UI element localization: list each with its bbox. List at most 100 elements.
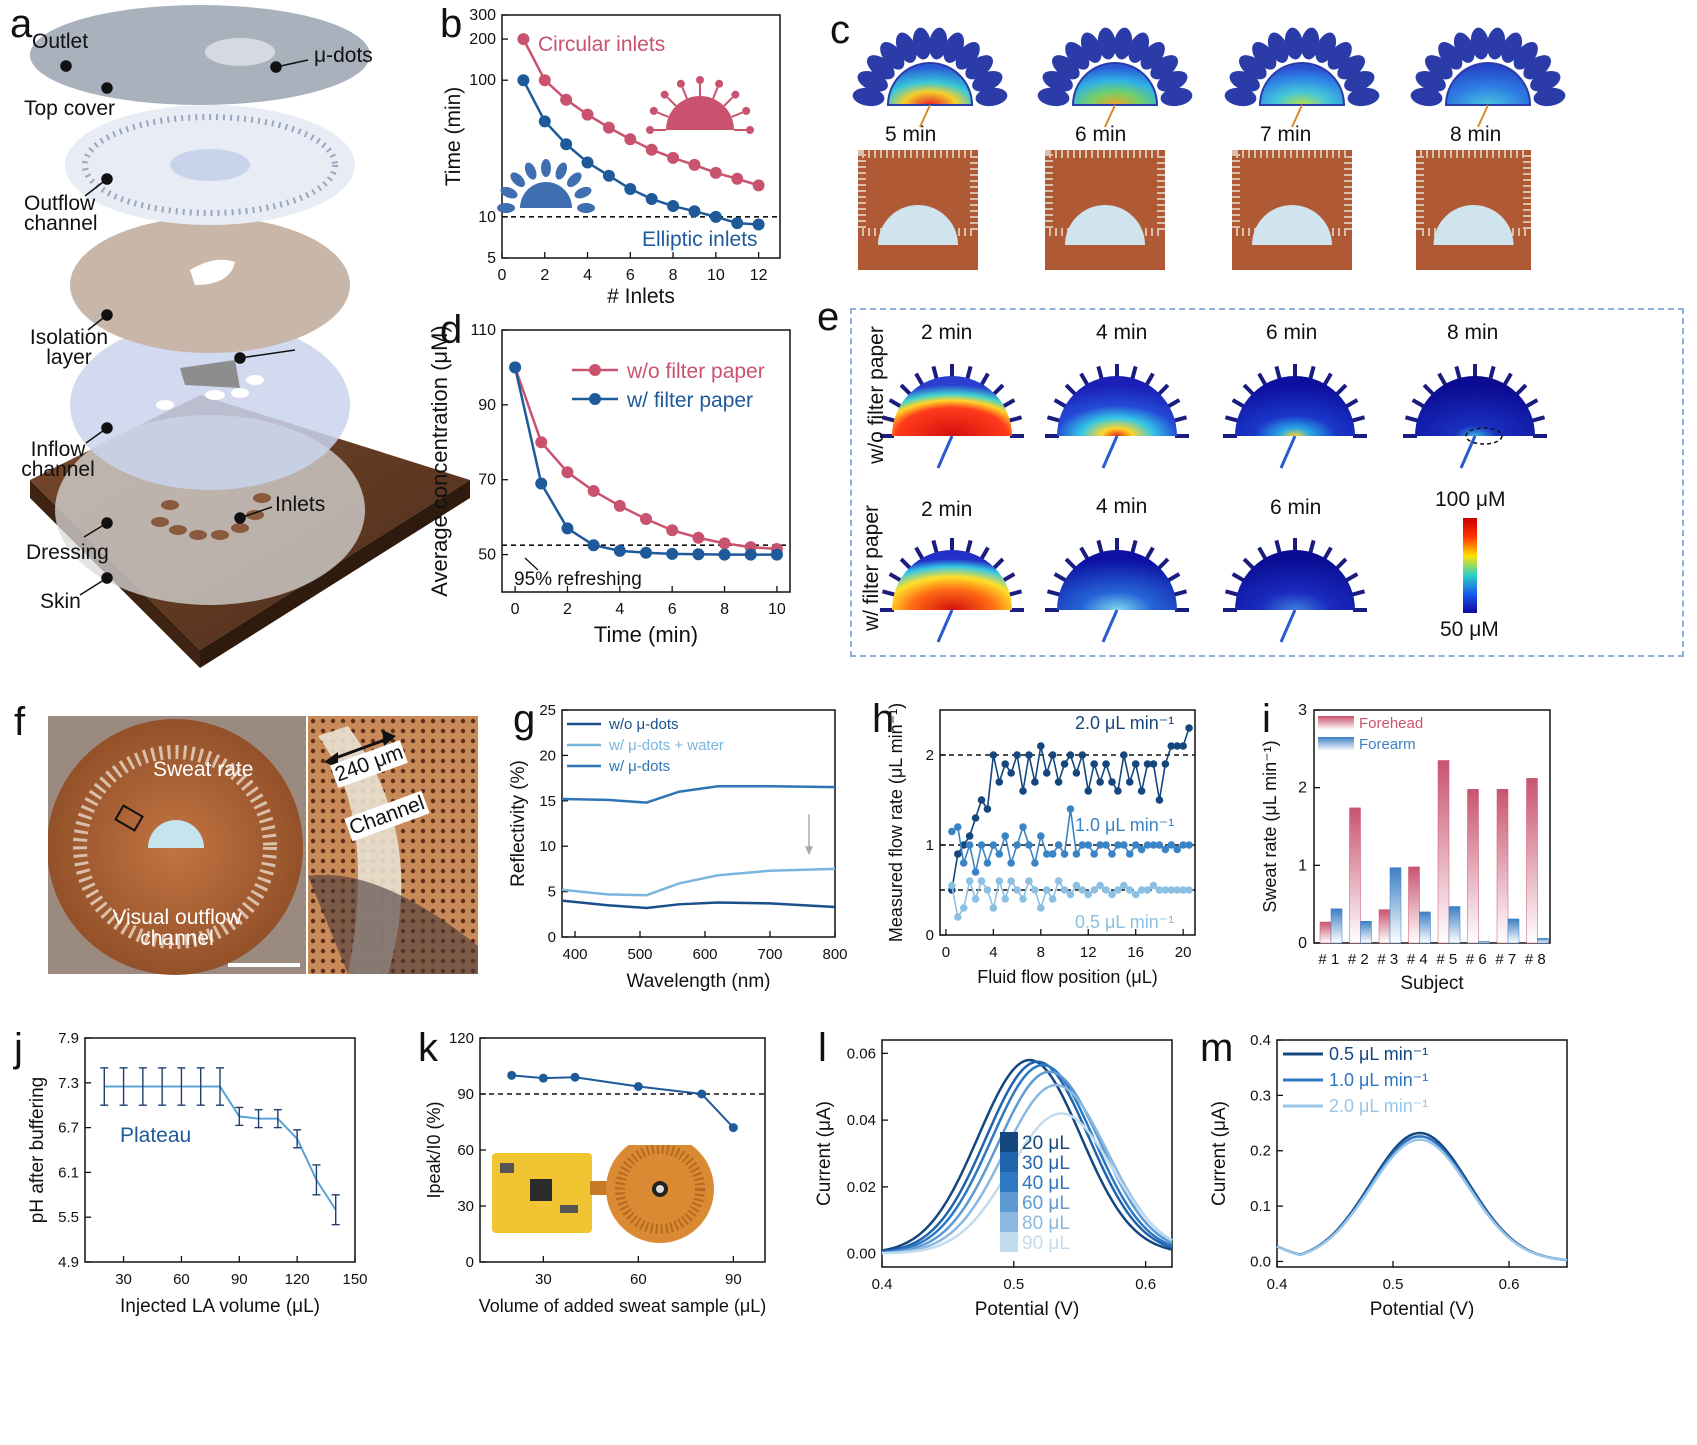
chart-g-reflectivity: 400 500 600 700 800 0 5 10 15 20 25 Wavelength (nm)… — [508, 702, 848, 992]
icon-inlet — [723, 96, 734, 107]
inlet-ellipse — [1453, 32, 1475, 63]
data-point — [1013, 751, 1021, 759]
data-point — [560, 93, 573, 106]
legend-label: 80 μL — [1022, 1213, 1070, 1234]
data-point — [959, 859, 968, 867]
inlet-ellipse — [1344, 70, 1375, 92]
legend-swatch — [1000, 1172, 1018, 1192]
y-axis-label: Measured flow rate (μL min⁻¹) — [886, 703, 906, 942]
y-tick-label: 0.00 — [847, 1246, 876, 1263]
y-axis-label: Sweat rate (μL min⁻¹) — [1262, 740, 1280, 912]
legend-label: w/ μ-dots — [608, 758, 670, 775]
y-axis-label: Current (μA) — [814, 1101, 835, 1206]
concentration-map — [1057, 376, 1177, 436]
legend-swatch — [1318, 737, 1354, 751]
icon-ellipse — [497, 203, 515, 213]
legend-elliptic: Elliptic inlets — [642, 228, 758, 251]
data-point — [1060, 850, 1069, 858]
x-tick-label: 6 — [626, 267, 635, 284]
panel-label-a: a — [10, 2, 33, 46]
data-point — [1185, 724, 1193, 732]
y-tick-label: 200 — [469, 31, 496, 48]
data-point — [1173, 845, 1182, 854]
legend-label: 1.0 μL min⁻¹ — [1329, 1070, 1428, 1090]
legend-swatch — [1000, 1132, 1018, 1152]
callout-dressing: Dressing — [26, 541, 109, 564]
data-point — [1090, 886, 1098, 894]
x-tick-label: 800 — [822, 946, 847, 963]
inlet-stub — [1224, 415, 1240, 423]
x-tick-label: # 6 — [1466, 951, 1487, 968]
inlet-stub — [914, 546, 925, 561]
callout-outlet: Outlet — [32, 30, 89, 53]
data-point — [1155, 886, 1164, 894]
inlet-ellipse — [866, 55, 895, 80]
arrowhead — [805, 846, 813, 856]
y-tick-label: 30 — [457, 1198, 474, 1215]
y-tick-label: 7.3 — [58, 1075, 79, 1092]
inlet-stub — [899, 383, 913, 397]
y-tick-label: 0.02 — [847, 1179, 876, 1196]
inlet-stub — [979, 546, 990, 561]
data-point — [538, 115, 551, 128]
inlet-stub — [888, 572, 903, 583]
data-point — [1173, 742, 1182, 750]
data-point — [697, 1089, 707, 1099]
x-tick-label: 12 — [1080, 944, 1097, 961]
data-point — [633, 1082, 643, 1092]
bar-forehead — [1437, 760, 1450, 944]
y-axis-label: Time (min) — [442, 87, 465, 187]
legend-label: 2.0 μL min⁻¹ — [1329, 1096, 1428, 1116]
inlet-ellipse — [1157, 70, 1188, 92]
y-tick-label: 120 — [449, 1030, 474, 1047]
data-point — [1048, 751, 1057, 759]
data-point — [1001, 895, 1010, 903]
data-point — [666, 547, 679, 560]
x-tick-label: 700 — [757, 946, 782, 963]
data-point — [959, 904, 968, 912]
inlet-stub — [1334, 383, 1348, 397]
panel-e-time-bottom-2: 4 min — [1096, 495, 1148, 518]
inlet-ellipse — [1140, 41, 1165, 70]
data-point — [509, 361, 522, 374]
inlet-stub — [1344, 572, 1359, 583]
y-tick-label: 90 — [478, 397, 496, 414]
bar-forehead — [1349, 807, 1361, 944]
x-tick-label: 30 — [115, 1271, 132, 1288]
data-point — [517, 74, 530, 87]
x-tick-label: # 8 — [1525, 951, 1546, 968]
refresh-annotation: 95% refreshing — [514, 569, 642, 590]
data-point — [1143, 886, 1152, 894]
y-tick-label: 2 — [926, 747, 934, 764]
y-tick-label: 5 — [487, 250, 496, 267]
series-line-2 — [881, 1063, 1173, 1254]
data-point — [1013, 886, 1021, 894]
x-tick-label: 500 — [627, 946, 652, 963]
data-point — [1120, 881, 1128, 890]
series-line-1 — [881, 1060, 1173, 1253]
bar-forehead — [1408, 866, 1420, 944]
x-tick-label: 16 — [1127, 944, 1144, 961]
x-tick-label: 2 — [540, 267, 549, 284]
inlet-ellipse — [1337, 55, 1366, 80]
data-point — [1031, 886, 1039, 894]
plot-frame — [84, 1037, 356, 1263]
data-point — [667, 151, 680, 164]
data-point — [1090, 760, 1098, 768]
data-point — [1149, 881, 1158, 890]
data-point — [1090, 850, 1098, 858]
panel-e-frame — [850, 308, 1684, 657]
outlet-stub — [1279, 609, 1297, 643]
inlet-stub — [1231, 572, 1246, 583]
icon-inlet-end — [746, 126, 754, 134]
outlet-stub — [1459, 435, 1477, 469]
panel-label-b: b — [440, 2, 463, 46]
bar-forearm — [1448, 906, 1461, 944]
series-line-0 — [561, 899, 836, 910]
data-point — [1084, 787, 1093, 795]
x-tick-label: 4 — [615, 601, 624, 618]
data-point — [560, 138, 573, 151]
panel-label-k: k — [418, 1026, 438, 1070]
data-point — [1025, 877, 1033, 885]
inlet-stub — [1096, 365, 1104, 381]
